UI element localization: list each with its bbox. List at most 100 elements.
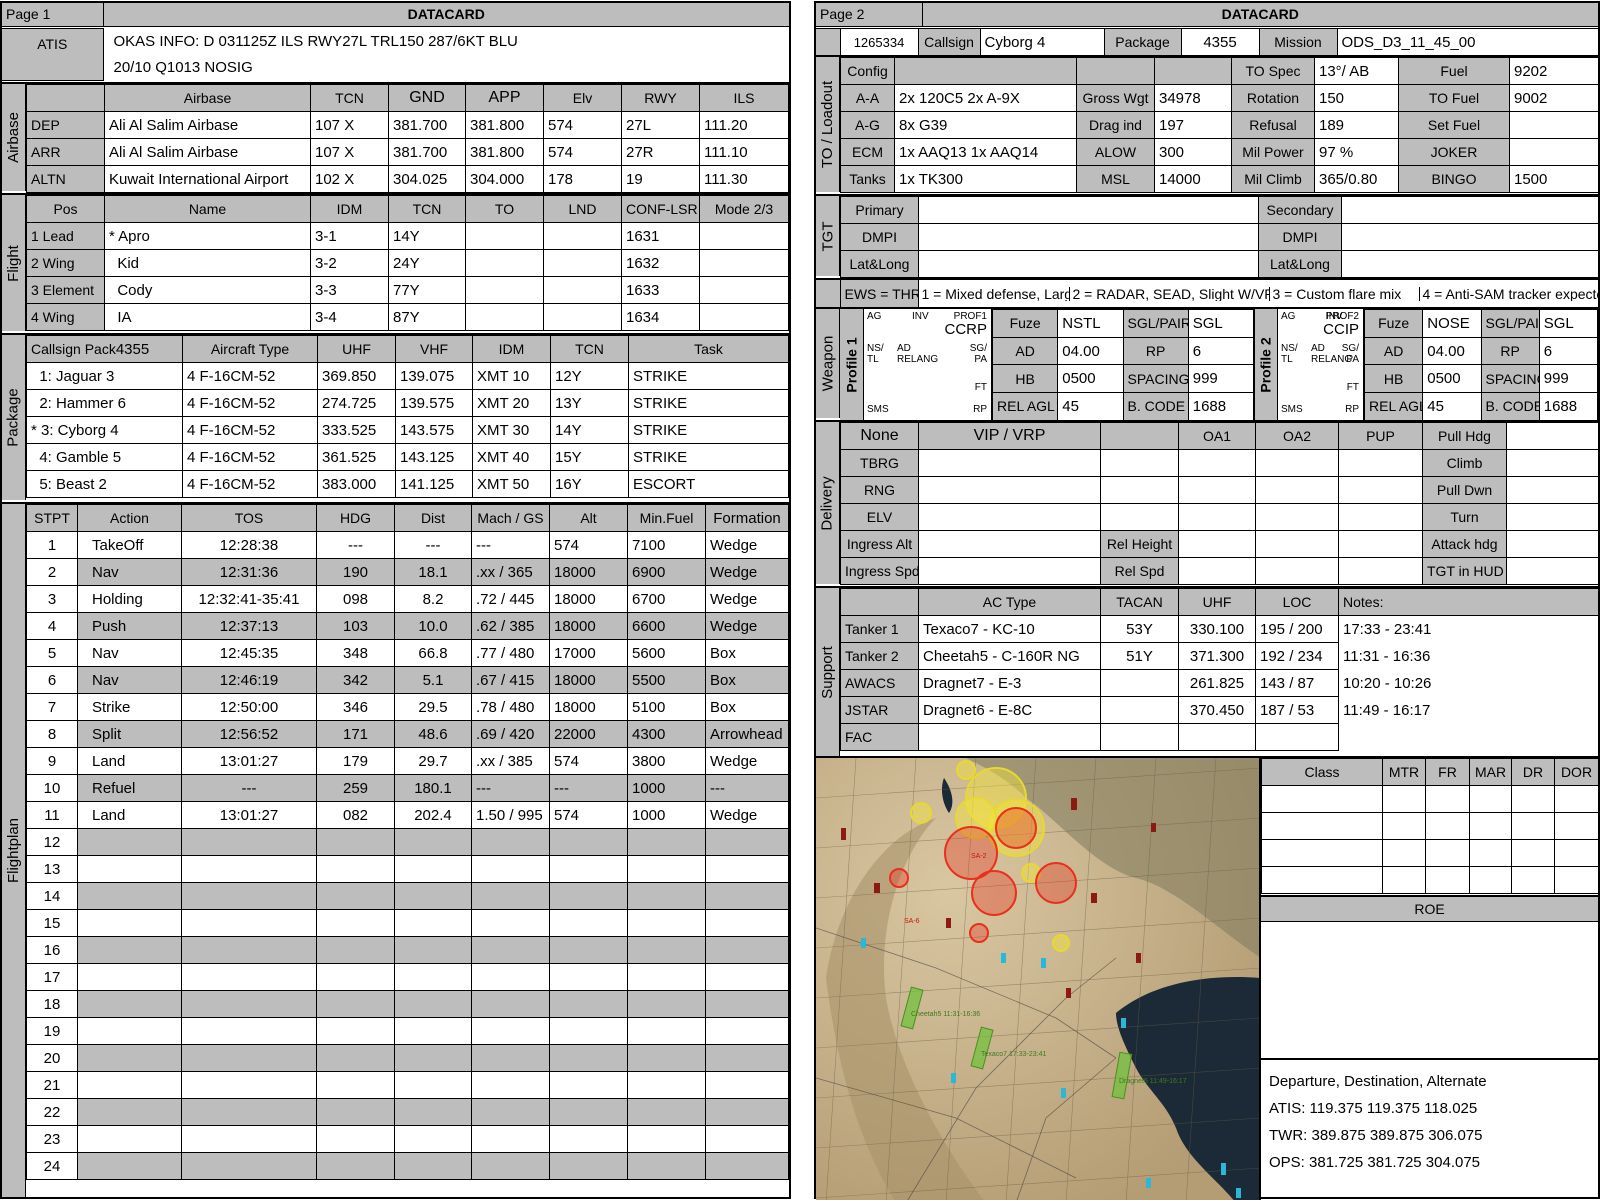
atis-line-2: 20/10 Q1013 NOSIG — [113, 59, 253, 76]
flightplan-cell: Nav — [77, 666, 182, 694]
flightplan-cell: .77 / 480 — [471, 639, 550, 667]
class-cell — [1382, 785, 1426, 813]
flightplan-cell — [705, 909, 789, 937]
support-table: AC Type TACAN UHF LOC Notes: Tanker 1 Texaco7 … — [840, 588, 1598, 751]
sms-label: PROF2 — [1325, 311, 1359, 322]
flightplan-cell: --- — [549, 774, 628, 802]
flightplan-row: 12 — [26, 828, 789, 856]
profile-field: RP — [1480, 336, 1540, 366]
airbase-table: Airbase TCN GND APP Elv RWY ILS DEP Ali Al Salim… — [26, 84, 789, 193]
profile-label: Profile 2 — [1254, 309, 1278, 420]
profile-field: SGL — [1187, 309, 1255, 338]
support-cell: AWACS — [840, 669, 919, 697]
right-panel: Class MTR FR MAR DR DOR ROE Departure, Destin… — [1261, 758, 1598, 1200]
flightplan-cell — [705, 936, 789, 964]
sms-label: CCIP — [1323, 321, 1359, 338]
airbase-cell: 111.20 — [699, 111, 789, 139]
delivery-row: RNG Pull Dwn — [840, 476, 1598, 504]
profile-field: NSTL — [1057, 309, 1124, 338]
delivery-cell — [1100, 422, 1179, 450]
loadout-cell: 14000 — [1154, 165, 1232, 193]
support-row: AWACS Dragnet7 - E-3 261.825 143 / 87 10:20 … — [840, 669, 1599, 697]
class-cell — [1511, 839, 1555, 867]
flightplan-cell: 15 — [26, 909, 78, 937]
ews-items: 1 = Mixed defense, Large missile Threat … — [917, 278, 1598, 308]
flightplan-cell — [549, 1017, 628, 1045]
flightplan-cell: 10.0 — [394, 612, 472, 640]
loadout-cell: 1500 — [1509, 165, 1598, 193]
flightplan-cell — [181, 963, 317, 991]
package-cell: STRIKE — [628, 443, 789, 471]
class-cell — [1511, 866, 1555, 894]
profile-field: B. CODE — [1122, 392, 1189, 421]
flightplan-cell — [77, 1044, 182, 1072]
flightplan-cell — [627, 1125, 706, 1153]
flightplan-cell: 259 — [316, 774, 395, 802]
support-header: AC Type — [918, 588, 1101, 616]
flightplan-cell — [627, 936, 706, 964]
sms-label: AD — [1311, 343, 1325, 354]
loadout-cell: 9002 — [1509, 84, 1598, 112]
flightplan-cell — [627, 855, 706, 883]
tgt-cell: Lat&Long — [1258, 250, 1342, 278]
profile-field: REL AGL — [1363, 392, 1424, 421]
flightplan-cell: Box — [705, 693, 789, 721]
flightplan-cell: 2 — [26, 558, 78, 586]
delivery-cell — [1506, 422, 1598, 450]
profile-field: HB — [991, 364, 1059, 394]
flightplan-cell — [549, 1071, 628, 1099]
page1-header: Page 1 DATACARD — [2, 3, 789, 27]
flightplan-cell — [316, 963, 395, 991]
loadout-cell: 197 — [1154, 111, 1232, 139]
airbase-cell: Kuwait International Airport — [104, 165, 311, 193]
support-cell: FAC — [840, 723, 919, 751]
flightplan-cell: Arrowhead — [705, 720, 789, 748]
delivery-cell — [1506, 530, 1598, 558]
support-section-label: Support — [816, 588, 840, 756]
flightplan-row: 14 — [26, 882, 789, 910]
airbase-header: TCN — [310, 84, 389, 112]
flightplan-cell — [181, 1152, 317, 1180]
profile-field: 0500 — [1422, 364, 1482, 394]
flightplan-cell: --- — [316, 531, 395, 559]
support-cell: 187 / 53 — [1255, 696, 1339, 724]
flightplan-row: 20 — [26, 1044, 789, 1072]
airbase-header: Airbase — [104, 84, 311, 112]
roe-box[interactable] — [1261, 922, 1598, 1060]
loadout-cell: 300 — [1154, 138, 1232, 166]
ews-item-2: 2 = RADAR, SEAD, Slight W/VR High Threat — [1068, 286, 1269, 301]
loadout-row: Tanks 1x TK300 MSL 14000 Mil Climb 365/0.80 BI… — [840, 165, 1598, 193]
flight-cell — [465, 249, 544, 277]
flight-cell: 3-2 — [310, 249, 389, 277]
flightplan-cell: Refuel — [77, 774, 182, 802]
class-header: MTR — [1382, 758, 1426, 786]
sms-label: TL — [867, 354, 879, 365]
support-cell — [1255, 723, 1339, 751]
profile-field: SGL — [1538, 309, 1599, 338]
flightplan-cell — [394, 963, 472, 991]
flightplan-cell: 171 — [316, 720, 395, 748]
flightplan-cell — [705, 1044, 789, 1072]
flightplan-header: Min.Fuel — [627, 504, 706, 532]
loadout-cell: Mil Climb — [1231, 165, 1315, 193]
airbase-row: ARR Ali Al Salim Airbase 107 X 381.700 381.8… — [26, 138, 789, 166]
class-cell — [1425, 785, 1470, 813]
flightplan-cell: Wedge — [705, 585, 789, 613]
package-cell: XMT 10 — [472, 362, 551, 390]
flightplan-cell — [181, 1125, 317, 1153]
class-row — [1261, 839, 1598, 867]
flightplan-section-label: Flightplan — [2, 504, 26, 1197]
flightplan-row: 19 — [26, 1017, 789, 1045]
ews-row: EWS = THR 1 = Mixed defense, Large missi… — [816, 278, 1598, 308]
flightplan-cell: 20 — [26, 1044, 78, 1072]
flightplan-cell — [77, 882, 182, 910]
support-cell — [1339, 724, 1599, 751]
loadout-cell: ALOW — [1076, 138, 1155, 166]
flightplan-cell: 5.1 — [394, 666, 472, 694]
atis-label: ATIS — [2, 28, 104, 81]
flightplan-cell — [549, 1098, 628, 1126]
flightplan-cell: --- — [471, 531, 550, 559]
mission-map[interactable]: Cheetah5 11:31-16:36 Texaco7 17:33-23:41… — [816, 758, 1261, 1200]
delivery-cell: ELV — [840, 503, 919, 531]
